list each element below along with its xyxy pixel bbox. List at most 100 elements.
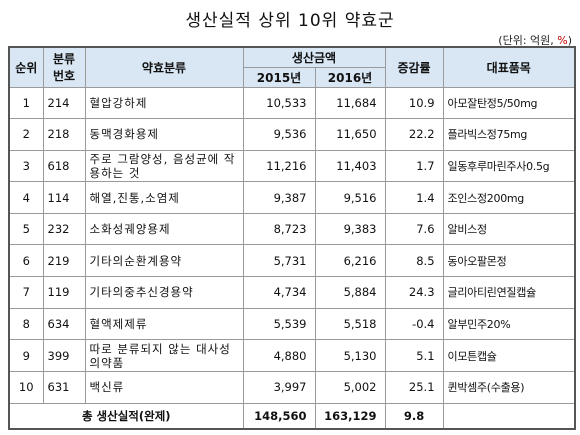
header-code-line2: 번호 — [52, 69, 76, 84]
code-cell: 219 — [42, 244, 86, 278]
header-2015: 2015년 — [242, 66, 316, 88]
amount-2015-cell: 9,387 — [242, 181, 316, 214]
amount-2015-cell: 4,734 — [242, 276, 316, 309]
header-change: 증감률 — [384, 46, 444, 88]
total-product-empty — [442, 402, 576, 430]
unit-prefix: (단위: 억원, — [498, 34, 558, 47]
total-label: 총 생산실적(완제) — [8, 402, 244, 430]
change-cell: 1.7 — [384, 149, 444, 183]
product-cell: 알비스정 — [442, 212, 576, 246]
change-cell: 8.5 — [384, 244, 444, 278]
code-cell: 119 — [42, 276, 86, 309]
category-cell: 혈액제제류 — [84, 307, 244, 341]
product-cell: 아모잘탄정5/50mg — [442, 86, 576, 120]
rank-cell: 5 — [8, 212, 44, 246]
header-product: 대표품목 — [442, 46, 576, 88]
rank-cell: 10 — [8, 370, 44, 404]
rank-cell: 8 — [8, 307, 44, 341]
change-cell: 10.9 — [384, 86, 444, 120]
change-cell: 5.1 — [384, 339, 444, 372]
header-rank: 순위 — [8, 46, 44, 88]
amount-2016-cell: 5,884 — [314, 276, 386, 309]
amount-2015-cell: 4,880 — [242, 339, 316, 372]
amount-2016-cell: 11,650 — [314, 118, 386, 151]
table-row: 6 219 기타의순환계용약 5,731 6,216 8.5 동아오팔몬정 — [8, 244, 576, 278]
total-2015: 148,560 — [242, 402, 316, 430]
product-cell: 글리아티린연질캡슐 — [442, 276, 576, 309]
amount-2016-cell: 6,216 — [314, 244, 386, 278]
product-cell: 알부민주20% — [442, 307, 576, 341]
amount-2016-cell: 5,002 — [314, 370, 386, 404]
table-row: 2 218 동맥경화용제 9,536 11,650 22.2 플라빅스정75mg — [8, 118, 576, 151]
amount-2016-cell: 9,383 — [314, 212, 386, 246]
category-cell: 기타의중추신경용약 — [84, 276, 244, 309]
code-cell: 114 — [42, 181, 86, 214]
code-cell: 214 — [42, 86, 86, 120]
table-row: 8 634 혈액제제류 5,539 5,518 -0.4 알부민주20% — [8, 307, 576, 341]
code-cell: 218 — [42, 118, 86, 151]
amount-2016-cell: 9,516 — [314, 181, 386, 214]
amount-2015-cell: 8,723 — [242, 212, 316, 246]
rank-cell: 6 — [8, 244, 44, 278]
category-cell: 따로 분류되지 않는 대사성의약품 — [84, 339, 244, 372]
rank-cell: 3 — [8, 149, 44, 183]
change-cell: 22.2 — [384, 118, 444, 151]
table-row: 1 214 혈압강하제 10,533 11,684 10.9 아모잘탄정5/50mg — [8, 86, 576, 120]
amount-2015-cell: 11,216 — [242, 149, 316, 183]
amount-2016-cell: 5,518 — [314, 307, 386, 341]
page-title: 생산실적 상위 10위 약효군 — [185, 11, 395, 31]
code-cell: 631 — [42, 370, 86, 404]
rank-cell: 2 — [8, 118, 44, 151]
total-2016: 163,129 — [314, 402, 386, 430]
product-cell: 이모튼캡슐 — [442, 339, 576, 372]
amount-2015-cell: 9,536 — [242, 118, 316, 151]
rank-cell: 4 — [8, 181, 44, 214]
category-cell: 주로 그람양성, 음성균에 작용하는 것 — [84, 149, 244, 183]
amount-2016-cell: 5,130 — [314, 339, 386, 372]
table-row: 9 399 따로 분류되지 않는 대사성의약품 4,880 5,130 5.1 이모튼캡슐 — [8, 339, 576, 372]
change-cell: -0.4 — [384, 307, 444, 341]
product-cell: 조인스정200mg — [442, 181, 576, 214]
code-cell: 618 — [42, 149, 86, 183]
rank-cell: 7 — [8, 276, 44, 309]
rank-cell: 1 — [8, 86, 44, 120]
amount-2015-cell: 3,997 — [242, 370, 316, 404]
category-cell: 혈압강하제 — [84, 86, 244, 120]
unit-note: (단위: 억원, %) — [498, 32, 572, 48]
header-category: 약효분류 — [84, 46, 244, 88]
category-cell: 소화성궤양용제 — [84, 212, 244, 246]
table-row: 3 618 주로 그람양성, 음성균에 작용하는 것 11,216 11,403 1.7 일… — [8, 149, 576, 183]
category-cell: 동맥경화용제 — [84, 118, 244, 151]
unit-percent: % — [557, 34, 568, 47]
amount-2015-cell: 5,731 — [242, 244, 316, 278]
change-cell: 7.6 — [384, 212, 444, 246]
amount-2016-cell: 11,684 — [314, 86, 386, 120]
change-cell: 1.4 — [384, 181, 444, 214]
code-cell: 634 — [42, 307, 86, 341]
category-cell: 기타의순환계용약 — [84, 244, 244, 278]
total-row: 총 생산실적(완제) 148,560 163,129 9.8 — [8, 402, 576, 430]
header-code-line1: 분류 — [52, 52, 76, 67]
header-2016: 2016년 — [314, 66, 386, 88]
change-cell: 24.3 — [384, 276, 444, 309]
table-row: 4 114 해열,진통,소염제 9,387 9,516 1.4 조인스정200mg — [8, 181, 576, 214]
table-row: 5 232 소화성궤양용제 8,723 9,383 7.6 알비스정 — [8, 212, 576, 246]
table-row: 7 119 기타의중추신경용약 4,734 5,884 24.3 글리아티린연질캡슐 — [8, 276, 576, 309]
code-cell: 399 — [42, 339, 86, 372]
product-cell: 동아오팔몬정 — [442, 244, 576, 278]
category-cell: 해열,진통,소염제 — [84, 181, 244, 214]
product-cell: 퀸박셈주(수출용) — [442, 370, 576, 404]
category-cell: 백신류 — [84, 370, 244, 404]
header-amount: 생산금액 — [242, 46, 386, 68]
unit-suffix: ) — [567, 34, 572, 47]
table-row: 10 631 백신류 3,997 5,002 25.1 퀸박셈주(수출용) — [8, 370, 576, 404]
product-cell: 플라빅스정75mg — [442, 118, 576, 151]
code-cell: 232 — [42, 212, 86, 246]
amount-2015-cell: 10,533 — [242, 86, 316, 120]
product-cell: 일동후루마린주사0.5g — [442, 149, 576, 183]
amount-2016-cell: 11,403 — [314, 149, 386, 183]
change-cell: 25.1 — [384, 370, 444, 404]
total-change: 9.8 — [384, 402, 444, 430]
